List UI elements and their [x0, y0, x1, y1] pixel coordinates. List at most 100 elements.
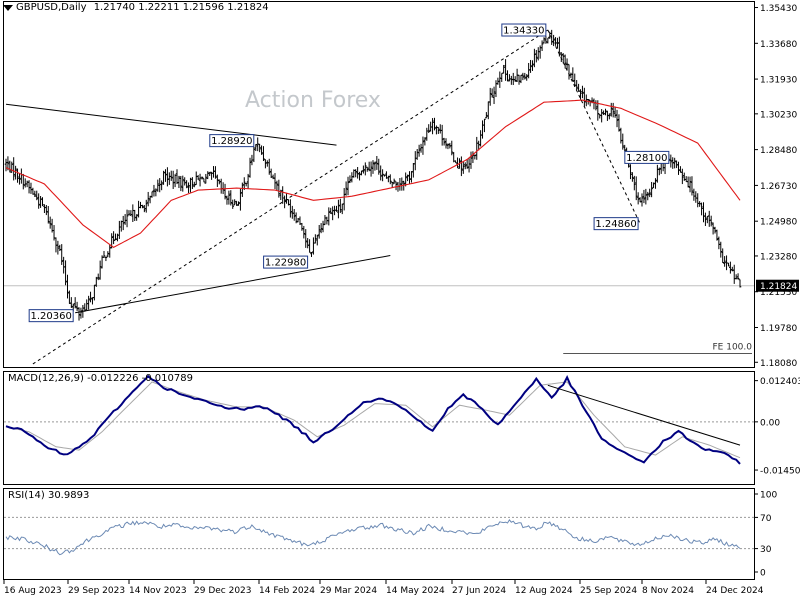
- macd-title: MACD(12,26,9) -0.012226 -0.010789: [8, 373, 193, 384]
- price-bar: [621, 133, 625, 150]
- price-bar: [529, 59, 532, 73]
- price-bar: [560, 52, 563, 62]
- price-bar: [465, 159, 469, 169]
- price-bar: [490, 88, 494, 98]
- price-bar: [141, 204, 144, 209]
- price-bar: [623, 144, 627, 152]
- price-bar: [517, 74, 521, 85]
- price-bar: [462, 161, 465, 174]
- price-axis-label: 1.28480: [760, 146, 797, 156]
- price-bar: [381, 169, 384, 182]
- price-bar: [166, 167, 169, 187]
- price-bar: [239, 188, 242, 211]
- price-bar: [98, 260, 102, 280]
- price-bar: [185, 180, 188, 189]
- price-bar: [387, 175, 390, 183]
- price-pane: [3, 1, 755, 368]
- price-bar: [87, 295, 90, 310]
- time-axis-label: 8 Nov 2024: [642, 586, 694, 596]
- price-bar: [260, 145, 263, 155]
- price-bar: [652, 182, 655, 189]
- price-bar: [35, 190, 39, 201]
- price-bar: [41, 197, 44, 207]
- price-bar: [392, 178, 396, 185]
- price-bar: [283, 195, 286, 209]
- price-bar: [360, 170, 363, 176]
- price-bar: [446, 143, 450, 150]
- price-bar: [437, 126, 440, 134]
- price-bar: [248, 157, 252, 178]
- macd-axis-label: 0.012403: [760, 377, 800, 387]
- price-bar: [575, 80, 578, 91]
- header-symbol: GBPUSD,Daily 1.21740 1.22211 1.21596 1.2…: [16, 2, 269, 13]
- price-bar: [73, 297, 77, 309]
- price-bar: [252, 146, 256, 163]
- price-bar: [375, 155, 379, 170]
- trendline: [5, 103, 337, 146]
- price-bar: [521, 72, 525, 81]
- price-bar: [638, 197, 642, 203]
- price-label: 1.22980: [265, 258, 306, 269]
- price-bar: [657, 167, 661, 176]
- price-bar: [214, 166, 217, 179]
- price-bar: [644, 188, 648, 205]
- rsi-axis-label: 100: [760, 491, 777, 501]
- price-bar: [18, 173, 21, 185]
- price-bar: [223, 183, 227, 200]
- price-bar: [164, 169, 167, 182]
- price-bar: [231, 199, 235, 209]
- time-axis-label: 14 Feb 2024: [259, 586, 315, 596]
- price-bar: [77, 307, 81, 321]
- price-bar: [135, 214, 138, 221]
- macd-axis-label: 0.00: [760, 418, 780, 428]
- price-bar: [277, 179, 281, 198]
- price-bar: [671, 157, 675, 169]
- price-bar: [650, 181, 653, 198]
- price-bar: [492, 86, 496, 105]
- time-axis-label: 29 Sep 2023: [68, 586, 125, 596]
- price-bar: [37, 193, 40, 209]
- price-bar: [729, 261, 732, 274]
- price-bar: [212, 166, 215, 178]
- price-bar: [362, 165, 365, 174]
- price-bar: [354, 169, 358, 178]
- time-axis-label: 27 Jun 2024: [452, 586, 506, 596]
- price-bar: [681, 168, 684, 185]
- price-label-box: [263, 255, 309, 269]
- price-bar: [169, 170, 173, 181]
- price-bar: [636, 192, 640, 205]
- price-bar: [364, 162, 367, 176]
- price-axis-label: 1.26730: [760, 182, 797, 192]
- price-bar: [191, 177, 194, 190]
- price-axis-label: 1.21530: [760, 288, 797, 298]
- price-axis-label: 1.23280: [760, 252, 797, 262]
- price-bar: [319, 223, 323, 234]
- price-bar: [262, 146, 265, 162]
- price-bar: [196, 175, 200, 180]
- price-label: 1.34330: [503, 26, 544, 37]
- trendline: [75, 255, 391, 314]
- price-bar: [408, 171, 411, 184]
- rsi-axis-label: 30: [760, 545, 772, 555]
- price-bar: [144, 199, 148, 213]
- rsi-title: RSI(14) 30.9893: [8, 490, 90, 501]
- price-bar: [237, 201, 240, 206]
- price-axis-label: 1.18080: [760, 359, 797, 369]
- price-bar: [48, 216, 52, 229]
- price-bar: [483, 118, 486, 133]
- price-bar: [66, 274, 69, 299]
- time-axis-label: 16 Aug 2023: [4, 586, 62, 596]
- price-bar: [456, 157, 459, 169]
- price-bar: [523, 72, 527, 80]
- menu-caret-icon[interactable]: [3, 5, 13, 11]
- price-bar: [513, 76, 517, 82]
- price-bar: [450, 140, 454, 156]
- price-bar: [615, 109, 619, 128]
- price-bar: [75, 301, 79, 312]
- price-bar: [33, 190, 37, 198]
- price-axis-label: 1.33680: [760, 40, 797, 50]
- price-bar: [314, 234, 317, 244]
- price-bar: [496, 77, 500, 85]
- price-bar: [715, 229, 719, 241]
- price-bar: [114, 233, 117, 241]
